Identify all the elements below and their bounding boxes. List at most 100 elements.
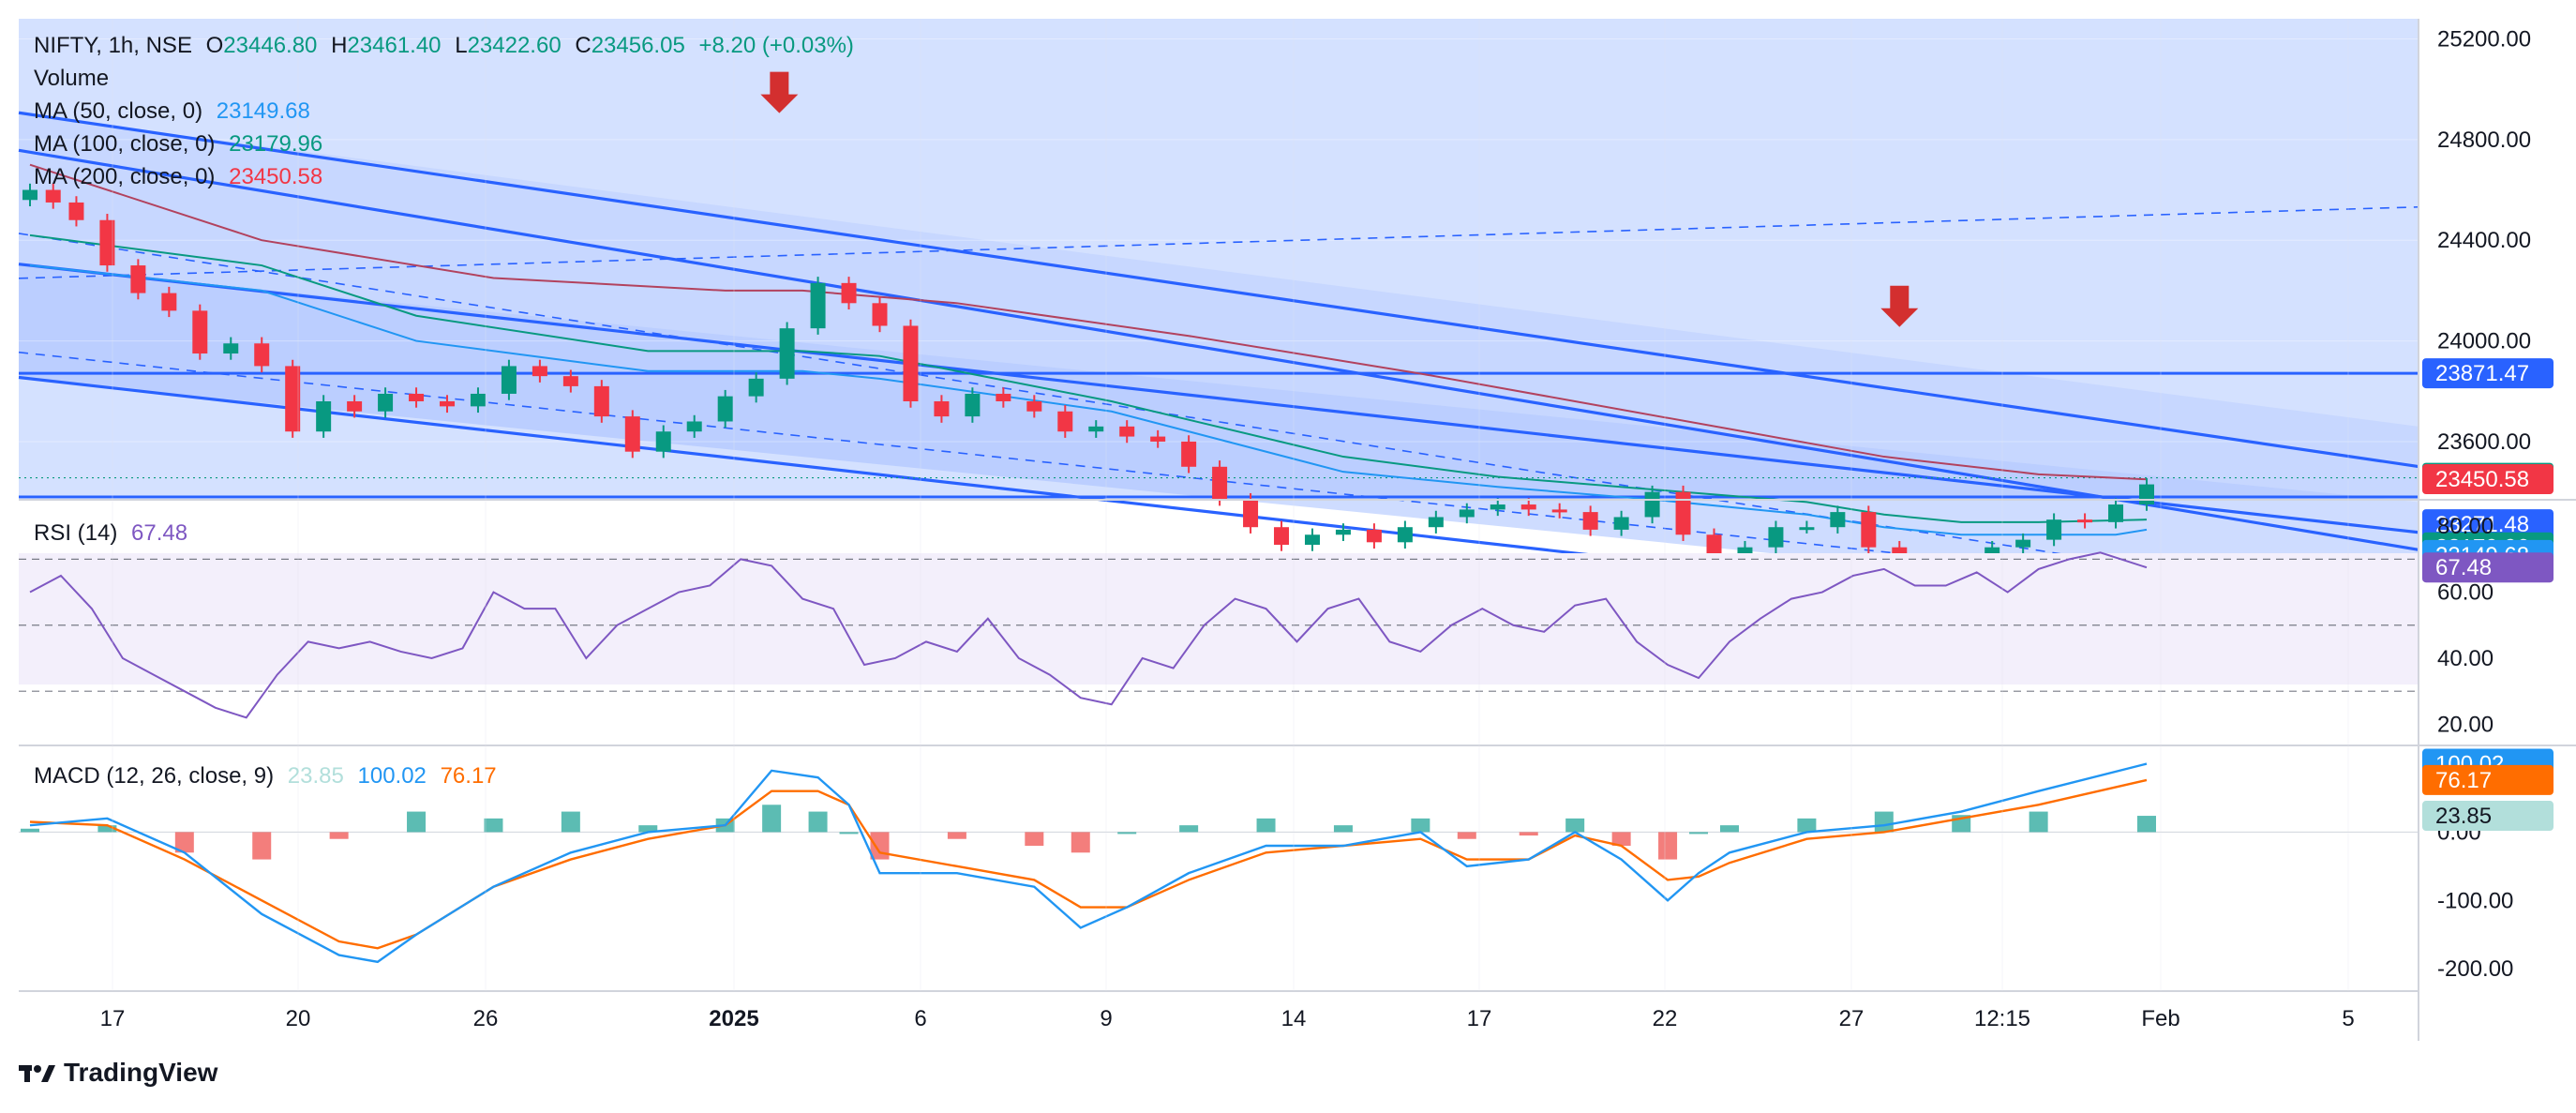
ma200-legend: MA (200, close, 0) 23450.58	[34, 161, 330, 193]
x-tick-label: Feb	[2141, 1006, 2179, 1031]
macd-label: MACD (12, 26, close, 9)	[34, 763, 274, 789]
candle-body	[347, 401, 362, 412]
candle-body	[161, 293, 176, 311]
rsi-band-bg	[19, 553, 2419, 684]
x-tick-label: 9	[1100, 1006, 1112, 1031]
macd-hist-bar	[1257, 819, 1276, 833]
macd-hist-bar	[1720, 825, 1739, 832]
candle-body	[842, 283, 857, 303]
open-value: 23446.80	[223, 33, 317, 58]
candle-body	[532, 366, 547, 376]
macd-hist-bar	[1411, 819, 1430, 833]
candle-body	[1367, 530, 1382, 542]
volume-label: Volume	[34, 66, 109, 91]
candle-body	[996, 394, 1011, 401]
tradingview-brand[interactable]: TradingView	[19, 1058, 217, 1088]
macd-value: 100.02	[358, 763, 427, 789]
candle-body	[563, 376, 578, 386]
macd-hist-bar	[1025, 832, 1043, 846]
ma200-label: MA (200, close, 0)	[34, 164, 215, 189]
candle-body	[780, 328, 795, 379]
candle-body	[1429, 517, 1444, 527]
x-tick-label: 20	[286, 1006, 311, 1031]
macd-signal-line	[30, 780, 2147, 948]
volume-legend: Volume	[34, 63, 116, 95]
candle-body	[440, 401, 455, 406]
ma100-value: 23179.96	[229, 131, 322, 157]
macd-value-label: 76.17	[2435, 768, 2492, 793]
x-tick-label: 22	[1653, 1006, 1678, 1031]
macd-hist-bar	[1658, 832, 1677, 859]
macd-hist-bar	[2137, 816, 2156, 832]
close-value: 23456.05	[592, 33, 685, 58]
candle-body	[1243, 500, 1258, 528]
candle-body	[316, 401, 331, 431]
candle-body	[471, 394, 486, 406]
price-tick-label: 25200.00	[2437, 26, 2531, 52]
price-label: 23450.58	[2435, 467, 2529, 492]
macd-hist-bar	[1689, 832, 1708, 834]
candle-body	[1088, 427, 1103, 431]
candle-body	[903, 325, 918, 401]
candle-body	[1336, 530, 1351, 534]
candle-body	[1026, 401, 1041, 412]
candle-body	[2015, 540, 2030, 548]
ma100-label: MA (100, close, 0)	[34, 131, 215, 157]
macd-hist-value: 23.85	[288, 763, 344, 789]
candle-body	[130, 265, 145, 293]
candle-body	[1645, 492, 1660, 518]
macd-hist-bar	[840, 832, 859, 834]
close-label: C	[575, 33, 591, 58]
low-label: L	[455, 33, 467, 58]
candle-body	[2139, 485, 2154, 504]
candle-body	[934, 401, 949, 416]
x-tick-label: 5	[2342, 1006, 2354, 1031]
macd-hist-bar	[1520, 832, 1538, 835]
macd-hist-bar	[1334, 825, 1353, 832]
x-tick-label: 14	[1281, 1006, 1307, 1031]
macd-hist-bar	[762, 805, 781, 832]
tradingview-label: TradingView	[64, 1058, 217, 1088]
macd-hist-bar	[330, 832, 349, 838]
macd-hist-bar	[562, 812, 580, 833]
candle-body	[625, 416, 640, 452]
candle-body	[687, 421, 702, 431]
candle-body	[1521, 504, 1536, 509]
ma50-label: MA (50, close, 0)	[34, 98, 202, 124]
x-tick-label: 17	[100, 1006, 126, 1031]
price-tick-label: 24400.00	[2437, 228, 2531, 253]
candle-body	[1181, 442, 1196, 467]
price-tick-label: 24000.00	[2437, 329, 2531, 354]
rsi-tick-label: 40.00	[2437, 646, 2494, 671]
low-value: 23422.60	[468, 33, 562, 58]
change-value: +8.20 (+0.03%)	[698, 33, 853, 58]
candle-body	[1676, 492, 1691, 535]
macd-hist-bar	[1179, 825, 1198, 832]
symbol-label: NIFTY, 1h, NSE	[34, 33, 192, 58]
x-tick-label: 26	[473, 1006, 499, 1031]
price-axis: 25200.0024800.0024400.0024000.0023600.00…	[2422, 26, 2554, 569]
ma200-value: 23450.58	[229, 164, 322, 189]
rsi-label: RSI (14)	[34, 520, 117, 546]
ma50-value: 23149.68	[217, 98, 310, 124]
candle-body	[1768, 527, 1783, 547]
candle-body	[68, 203, 83, 220]
high-value: 23461.40	[347, 33, 441, 58]
ma50-legend: MA (50, close, 0) 23149.68	[34, 96, 318, 128]
macd-hist-bar	[1071, 832, 1090, 852]
x-tick-label: 2025	[709, 1006, 758, 1031]
candle-body	[2077, 519, 2092, 522]
candle-body	[1799, 527, 1814, 530]
candle-body	[254, 343, 269, 366]
candle-body	[1274, 527, 1289, 545]
candle-body	[1119, 427, 1134, 437]
candle-body	[409, 394, 424, 401]
macd-tick-label: -200.00	[2437, 956, 2513, 982]
macd-hist-bar	[252, 832, 271, 859]
candle-body	[502, 366, 517, 394]
macd-hist-bar	[407, 812, 426, 833]
signal-value: 76.17	[441, 763, 497, 789]
candle-body	[2108, 504, 2123, 522]
symbol-legend: NIFTY, 1h, NSE O23446.80 H23461.40 L2342…	[34, 30, 861, 62]
